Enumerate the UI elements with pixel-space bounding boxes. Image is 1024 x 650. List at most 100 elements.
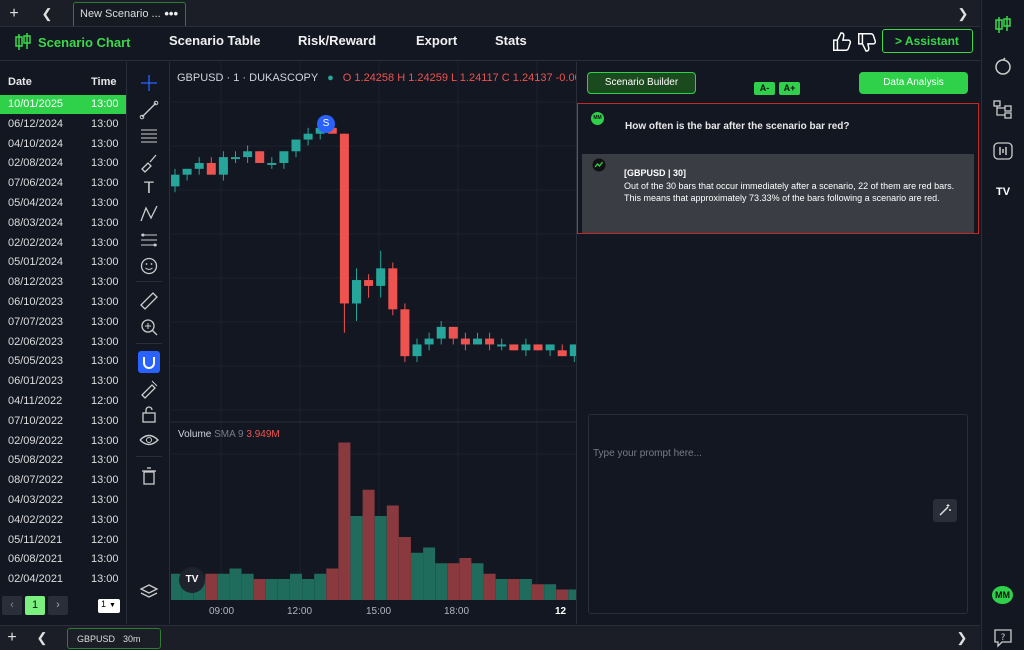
- bottom-left-arrow[interactable]: ❮: [36, 630, 48, 645]
- fib-lines-icon[interactable]: [138, 125, 160, 147]
- audio-wave-icon[interactable]: [992, 140, 1014, 162]
- price-chart[interactable]: GBPUSD · 1 · DUKASCOPY ● O 1.24258 H 1.2…: [171, 62, 576, 624]
- next-page-button[interactable]: ›: [48, 596, 68, 615]
- prompt-placeholder[interactable]: Type your prompt here...: [593, 448, 702, 459]
- magnet-button[interactable]: [138, 351, 160, 373]
- assistant-button[interactable]: > Assistant: [882, 29, 973, 53]
- date-row[interactable]: 02/04/2021 13:00: [0, 570, 126, 589]
- date-row[interactable]: 04/03/2022 13:00: [0, 491, 126, 510]
- row-date: 05/05/2023: [8, 355, 64, 368]
- volume-bar: [519, 579, 532, 600]
- date-row[interactable]: 10/01/2025 13:00: [0, 95, 126, 114]
- text-tool-icon[interactable]: T: [143, 178, 155, 197]
- nav-stats[interactable]: Stats: [495, 33, 527, 48]
- date-row[interactable]: 05/05/2023 13:00: [0, 352, 126, 371]
- chart-candles-icon[interactable]: [992, 14, 1014, 36]
- add-tab-button[interactable]: +: [9, 5, 19, 22]
- date-row[interactable]: 08/03/2024 13:00: [0, 214, 126, 233]
- candle-body: [303, 133, 313, 140]
- row-date: 02/09/2022: [8, 434, 64, 447]
- date-row[interactable]: 06/12/2024 13:00: [0, 115, 126, 134]
- row-time: 13:00: [91, 573, 119, 586]
- nav-scenario-chart[interactable]: Scenario Chart: [14, 32, 130, 52]
- row-date: 08/03/2024: [8, 216, 64, 229]
- volume-bar: [532, 584, 544, 600]
- volume-bar: [229, 568, 242, 600]
- date-row[interactable]: 04/02/2022 13:00: [0, 511, 126, 530]
- date-row[interactable]: 08/12/2023 13:00: [0, 273, 126, 292]
- time-column-header: Time: [91, 76, 117, 88]
- thumbs-up-icon[interactable]: [831, 31, 853, 53]
- font-increase-button[interactable]: A+: [779, 82, 800, 95]
- tradingview-icon[interactable]: TV: [995, 186, 1011, 198]
- layers-icon[interactable]: [138, 581, 160, 603]
- date-row[interactable]: 02/02/2024 13:00: [0, 234, 126, 253]
- lock-icon[interactable]: [138, 403, 160, 425]
- nav-scenario-table[interactable]: Scenario Table: [169, 33, 261, 48]
- scenario-builder-button[interactable]: Scenario Builder: [587, 72, 696, 94]
- volume-title: Volume: [178, 429, 212, 440]
- thumbs-down-icon[interactable]: [856, 31, 878, 53]
- date-row[interactable]: 05/08/2022 13:00: [0, 451, 126, 470]
- candle-body: [448, 326, 458, 339]
- date-row[interactable]: 07/06/2024 13:00: [0, 174, 126, 193]
- tabs-right-arrow[interactable]: ❯: [957, 6, 969, 21]
- date-row[interactable]: 07/07/2023 13:00: [0, 313, 126, 332]
- prev-page-button[interactable]: ‹: [2, 596, 22, 615]
- magic-wand-button[interactable]: [933, 499, 957, 522]
- prediction-icon[interactable]: [138, 229, 160, 251]
- zoom-in-icon[interactable]: [138, 316, 160, 338]
- brush-icon[interactable]: [138, 151, 160, 173]
- scenario-marker[interactable]: S: [317, 115, 335, 133]
- x-tick: 12: [555, 606, 567, 617]
- help-icon[interactable]: ?: [992, 626, 1014, 648]
- date-row[interactable]: 04/11/2022 12:00: [0, 392, 126, 411]
- date-row[interactable]: 05/04/2024 13:00: [0, 194, 126, 213]
- date-row[interactable]: 04/10/2024 13:00: [0, 135, 126, 154]
- eye-icon[interactable]: [138, 429, 160, 451]
- volume-bar: [362, 489, 375, 600]
- symbol-label[interactable]: GBPUSD · 1 · DUKASCOPY: [177, 72, 318, 84]
- candle-body: [473, 338, 482, 345]
- magic-wand-icon: [939, 504, 951, 516]
- date-row[interactable]: 05/01/2024 13:00: [0, 253, 126, 272]
- crosshair-icon[interactable]: [138, 72, 160, 94]
- tab-new-scenario[interactable]: New Scenario ... •••: [73, 2, 186, 26]
- ruler-icon[interactable]: [138, 290, 160, 312]
- pagination: ‹ 1 › 1 ▼: [0, 594, 127, 618]
- date-row[interactable]: 02/09/2022 13:00: [0, 432, 126, 451]
- date-row[interactable]: 07/10/2022 13:00: [0, 412, 126, 431]
- date-row[interactable]: 02/08/2024 13:00: [0, 154, 126, 173]
- add-chart-button[interactable]: +: [7, 629, 17, 646]
- tab-menu-icon[interactable]: •••: [164, 6, 178, 21]
- row-time: 12:00: [91, 395, 119, 407]
- chart-canvas[interactable]: [171, 62, 576, 624]
- pattern-icon[interactable]: [138, 203, 160, 225]
- hierarchy-icon[interactable]: [992, 98, 1014, 120]
- date-row[interactable]: 08/07/2022 13:00: [0, 471, 126, 490]
- trend-line-icon[interactable]: [138, 99, 160, 121]
- date-row[interactable]: 05/11/2021 12:00: [0, 531, 126, 550]
- font-decrease-button[interactable]: A-: [754, 82, 775, 95]
- current-page-button[interactable]: 1: [25, 596, 45, 615]
- refresh-icon[interactable]: [992, 56, 1014, 78]
- per-page-select[interactable]: 1 ▼: [98, 599, 120, 613]
- stay-drawing-icon[interactable]: [138, 377, 160, 399]
- date-row[interactable]: 06/08/2021 13:00: [0, 550, 126, 569]
- emoji-icon[interactable]: [138, 255, 160, 277]
- nav-export[interactable]: Export: [416, 33, 458, 48]
- bottom-right-arrow[interactable]: ❯: [956, 630, 968, 645]
- user-avatar-badge[interactable]: MM: [992, 586, 1013, 604]
- nav-risk-reward[interactable]: Risk/Reward: [298, 33, 377, 48]
- tabs-left-arrow[interactable]: ❮: [41, 6, 53, 21]
- date-row[interactable]: 06/01/2023 13:00: [0, 372, 126, 391]
- data-analysis-button[interactable]: Data Analysis: [859, 72, 968, 94]
- date-row[interactable]: 06/10/2023 13:00: [0, 293, 126, 312]
- date-row[interactable]: 02/06/2023 13:00: [0, 333, 126, 352]
- tradingview-logo[interactable]: TV: [179, 567, 205, 593]
- trash-icon[interactable]: [138, 465, 160, 487]
- panel-divider: [576, 62, 577, 624]
- prompt-input[interactable]: Type your prompt here...: [588, 414, 968, 614]
- row-time: 13:00: [91, 494, 119, 506]
- chart-tab-gbpusd[interactable]: GBPUSD 30m: [67, 628, 161, 649]
